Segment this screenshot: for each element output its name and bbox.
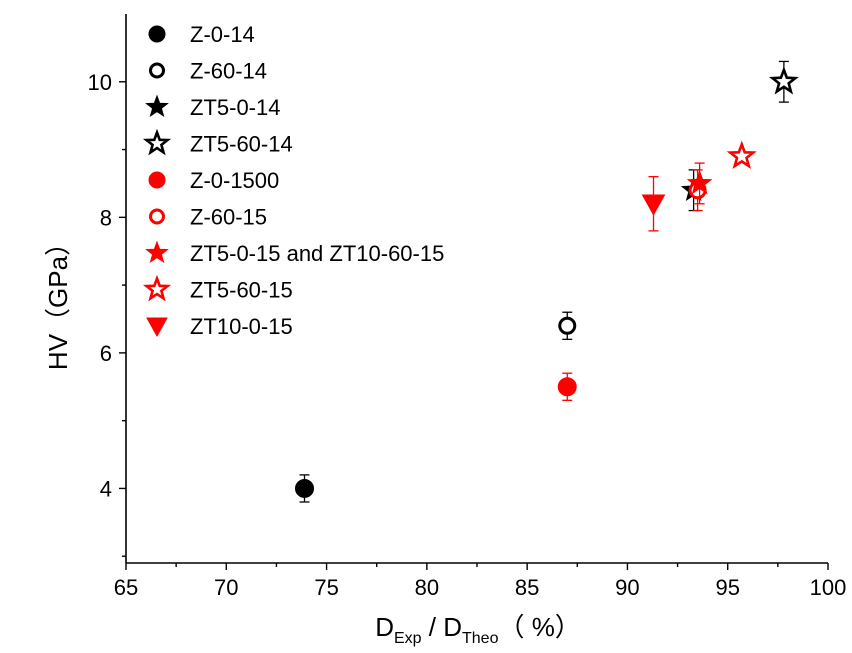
legend-marker bbox=[149, 208, 165, 225]
legend-label: Z-60-15 bbox=[190, 205, 267, 230]
legend-marker bbox=[148, 171, 166, 189]
x-axis-title-sub2: Theo bbox=[462, 630, 499, 647]
legend-label: ZT5-0-14 bbox=[190, 95, 280, 120]
x-axis-title-sub1: Exp bbox=[394, 630, 422, 647]
x-tick-label: 100 bbox=[810, 575, 847, 600]
x-tick-label: 80 bbox=[415, 575, 439, 600]
data-point bbox=[768, 66, 799, 95]
legend-label: Z-0-1500 bbox=[190, 168, 279, 193]
data-point bbox=[295, 478, 315, 498]
data-point bbox=[558, 316, 577, 335]
x-tick-label: 75 bbox=[314, 575, 338, 600]
x-axis-title-unit: （ %） bbox=[498, 612, 580, 642]
y-tick-label: 4 bbox=[100, 476, 112, 501]
legend-label: ZT10-0-15 bbox=[190, 314, 293, 339]
legend-marker bbox=[142, 128, 172, 156]
y-tick-label: 6 bbox=[100, 341, 112, 366]
y-tick-label: 10 bbox=[88, 70, 112, 95]
legend-marker bbox=[149, 62, 165, 79]
data-point bbox=[557, 377, 577, 397]
plot-area bbox=[295, 60, 799, 503]
data-point bbox=[726, 140, 757, 170]
legend-label: ZT5-60-15 bbox=[190, 278, 293, 303]
legend-marker bbox=[146, 317, 168, 338]
x-tick-label: 85 bbox=[515, 575, 539, 600]
legend-marker bbox=[145, 240, 169, 264]
y-axis-title: HV（GPa） bbox=[43, 230, 73, 370]
legend-label: ZT5-0-15 and ZT10-60-15 bbox=[190, 241, 444, 266]
legend-label: ZT5-60-14 bbox=[190, 132, 293, 157]
x-axis-title-main: D bbox=[375, 612, 394, 642]
x-tick-label: 90 bbox=[615, 575, 639, 600]
x-axis-title-mid: / D bbox=[422, 612, 462, 642]
legend-label: Z-0-14 bbox=[190, 22, 255, 47]
y-tick-label: 8 bbox=[100, 205, 112, 230]
data-point bbox=[641, 194, 666, 216]
data-point bbox=[686, 169, 713, 195]
x-axis-title: DExp / DTheo（ %） bbox=[375, 612, 581, 647]
legend-label: Z-60-14 bbox=[190, 59, 267, 84]
legend-marker bbox=[148, 25, 166, 43]
x-tick-label: 65 bbox=[114, 575, 138, 600]
axis-ticks: 65 70 75 80 85 90 95 100 4 6 8 10 bbox=[88, 70, 847, 600]
legend-marker bbox=[142, 274, 172, 302]
x-tick-label: 70 bbox=[214, 575, 238, 600]
legend: Z-0-14 Z-60-14 ZT5-0-14 ZT5-60-14 Z-0-1500 Z-… bbox=[142, 22, 444, 339]
legend-marker bbox=[145, 94, 169, 118]
x-tick-label: 95 bbox=[715, 575, 739, 600]
